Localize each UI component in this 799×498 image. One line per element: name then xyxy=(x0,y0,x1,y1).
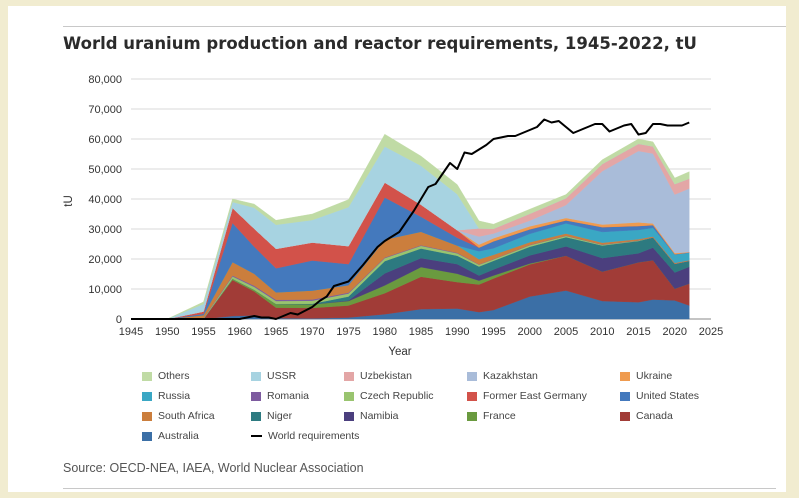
legend-swatch xyxy=(251,411,261,421)
x-tick-label: 2025 xyxy=(699,326,723,338)
legend-item: Australia xyxy=(142,430,199,442)
y-axis-label: tU xyxy=(63,195,75,207)
x-axis-label: Year xyxy=(388,346,411,358)
legend-label: Australia xyxy=(158,430,199,442)
legend-label: Czech Republic xyxy=(360,390,434,402)
legend-item: Ukraine xyxy=(620,370,672,382)
legend-line-swatch xyxy=(251,435,262,437)
legend-item: France xyxy=(467,410,516,422)
legend-swatch xyxy=(467,411,477,421)
legend-swatch xyxy=(142,411,152,421)
legend-label: Canada xyxy=(636,410,673,422)
legend-swatch xyxy=(344,371,354,381)
y-tick-label: 10,000 xyxy=(88,284,122,296)
legend-item: Others xyxy=(142,370,190,382)
legend-item: USSR xyxy=(251,370,296,382)
legend-item: Russia xyxy=(142,390,190,402)
bottom-rule xyxy=(63,488,776,489)
legend-label: United States xyxy=(636,390,700,402)
legend-label: Former East Germany xyxy=(483,390,587,402)
legend-item: Romania xyxy=(251,390,309,402)
x-tick-label: 1950 xyxy=(155,326,179,338)
x-tick-label: 1960 xyxy=(228,326,252,338)
y-tick-label: 50,000 xyxy=(88,164,122,176)
legend-label: Kazakhstan xyxy=(483,370,538,382)
legend-swatch xyxy=(142,391,152,401)
legend-swatch xyxy=(251,371,261,381)
x-tick-label: 1955 xyxy=(191,326,215,338)
x-tick-label: 1995 xyxy=(481,326,505,338)
legend-item: Czech Republic xyxy=(344,390,434,402)
legend-swatch xyxy=(344,391,354,401)
legend-label: Ukraine xyxy=(636,370,673,382)
legend-item: Former East Germany xyxy=(467,390,587,402)
y-tick-label: 40,000 xyxy=(88,194,122,206)
chart-title: World uranium production and reactor req… xyxy=(63,34,697,53)
legend-swatch xyxy=(251,391,261,401)
legend-item: Canada xyxy=(620,410,673,422)
y-tick-label: 70,000 xyxy=(88,104,122,116)
legend-label: Russia xyxy=(158,390,191,402)
legend-label: Namibia xyxy=(360,410,399,422)
x-tick-label: 1965 xyxy=(264,326,288,338)
legend-swatch xyxy=(344,411,354,421)
legend-label: Others xyxy=(158,370,190,382)
legend-item: South Africa xyxy=(142,410,215,422)
x-tick-label: 2005 xyxy=(554,326,578,338)
x-tick-label: 1945 xyxy=(119,326,143,338)
legend-swatch xyxy=(620,371,630,381)
legend-item: World requirements xyxy=(251,430,359,442)
legend-item: Kazakhstan xyxy=(467,370,538,382)
x-tick-label: 2015 xyxy=(626,326,650,338)
x-tick-label: 1975 xyxy=(336,326,360,338)
legend-swatch xyxy=(620,391,630,401)
legend-item: Niger xyxy=(251,410,292,422)
legend-item: Uzbekistan xyxy=(344,370,412,382)
legend-swatch xyxy=(142,431,152,441)
x-tick-label: 1985 xyxy=(409,326,433,338)
world-requirements-line xyxy=(131,118,690,320)
legend-label: South Africa xyxy=(158,410,215,422)
legend-label: World requirements xyxy=(268,430,360,442)
legend-swatch xyxy=(467,391,477,401)
y-tick-label: 80,000 xyxy=(88,74,122,86)
top-rule xyxy=(63,26,786,27)
legend-label: France xyxy=(483,410,516,422)
legend-item: United States xyxy=(620,390,699,402)
legend-swatch xyxy=(620,411,630,421)
y-tick-label: 20,000 xyxy=(88,254,122,266)
legend-swatch xyxy=(467,371,477,381)
legend-label: Romania xyxy=(267,390,310,402)
x-tick-label: 2020 xyxy=(663,326,687,338)
legend-swatch xyxy=(142,371,152,381)
y-tick-label: 0 xyxy=(116,314,122,326)
legend-item: Namibia xyxy=(344,410,399,422)
x-tick-label: 1980 xyxy=(373,326,397,338)
x-tick-label: 1990 xyxy=(445,326,469,338)
legend-label: Uzbekistan xyxy=(360,370,412,382)
x-tick-label: 2000 xyxy=(518,326,542,338)
legend-label: USSR xyxy=(267,370,297,382)
source-note: Source: OECD-NEA, IAEA, World Nuclear As… xyxy=(63,461,364,475)
legend-label: Niger xyxy=(267,410,293,422)
area-others xyxy=(131,133,690,320)
y-tick-label: 60,000 xyxy=(88,134,122,146)
y-tick-label: 30,000 xyxy=(88,224,122,236)
x-tick-label: 1970 xyxy=(300,326,324,338)
x-tick-label: 2010 xyxy=(590,326,614,338)
